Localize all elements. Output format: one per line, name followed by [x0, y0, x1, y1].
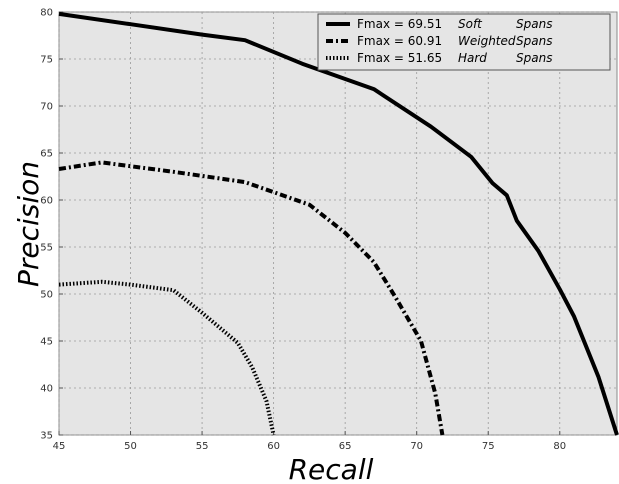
x-tick-label: 50 [124, 441, 137, 452]
series-lines [58, 11, 619, 436]
y-axis-label: Precision [12, 161, 45, 287]
legend-spans-label: Spans [516, 17, 552, 31]
y-tick-label: 55 [40, 243, 53, 254]
y-tick-label: 65 [40, 149, 53, 160]
legend-fmax-label: Fmax = 69.51 [357, 17, 442, 31]
x-axis-label: Recall [289, 453, 374, 484]
series-line-0 [58, 11, 619, 436]
x-tick-label: 65 [339, 441, 352, 452]
x-tick-label: 75 [482, 441, 495, 452]
x-tick-label: 45 [53, 441, 66, 452]
y-tick-label: 60 [40, 196, 53, 207]
y-tick-label: 40 [40, 384, 53, 395]
x-tick-label: 80 [553, 441, 566, 452]
legend-fmax-label: Fmax = 51.65 [357, 51, 442, 65]
y-tick-label: 50 [40, 290, 53, 301]
y-tick-label: 80 [40, 8, 53, 19]
legend-box [317, 13, 611, 71]
y-tick-label: 35 [40, 431, 53, 442]
legend: Fmax = 69.51 Soft Spans Fmax = 60.91 Weighte… [317, 13, 611, 71]
y-tick-label: 70 [40, 102, 53, 113]
y-tick-label: 45 [40, 337, 53, 348]
x-tick-label: 60 [267, 441, 280, 452]
x-tick-label: 55 [196, 441, 209, 452]
legend-spans-label: Spans [516, 34, 552, 48]
y-tick-label: 75 [40, 55, 53, 66]
legend-type-label: Soft [458, 17, 483, 31]
legend-type-label: Hard [458, 51, 487, 65]
legend-type-label: Weighted [458, 34, 516, 48]
legend-spans-label: Spans [516, 51, 552, 65]
plot-area [58, 11, 618, 436]
series-line-2 [58, 279, 276, 436]
x-axis-ticks: 45 50 55 60 65 70 75 80 [53, 431, 566, 452]
x-tick-label: 70 [410, 441, 423, 452]
legend-fmax-label: Fmax = 60.91 [357, 34, 442, 48]
y-axis-ticks: 35 40 45 50 55 60 65 70 75 80 [40, 8, 63, 442]
